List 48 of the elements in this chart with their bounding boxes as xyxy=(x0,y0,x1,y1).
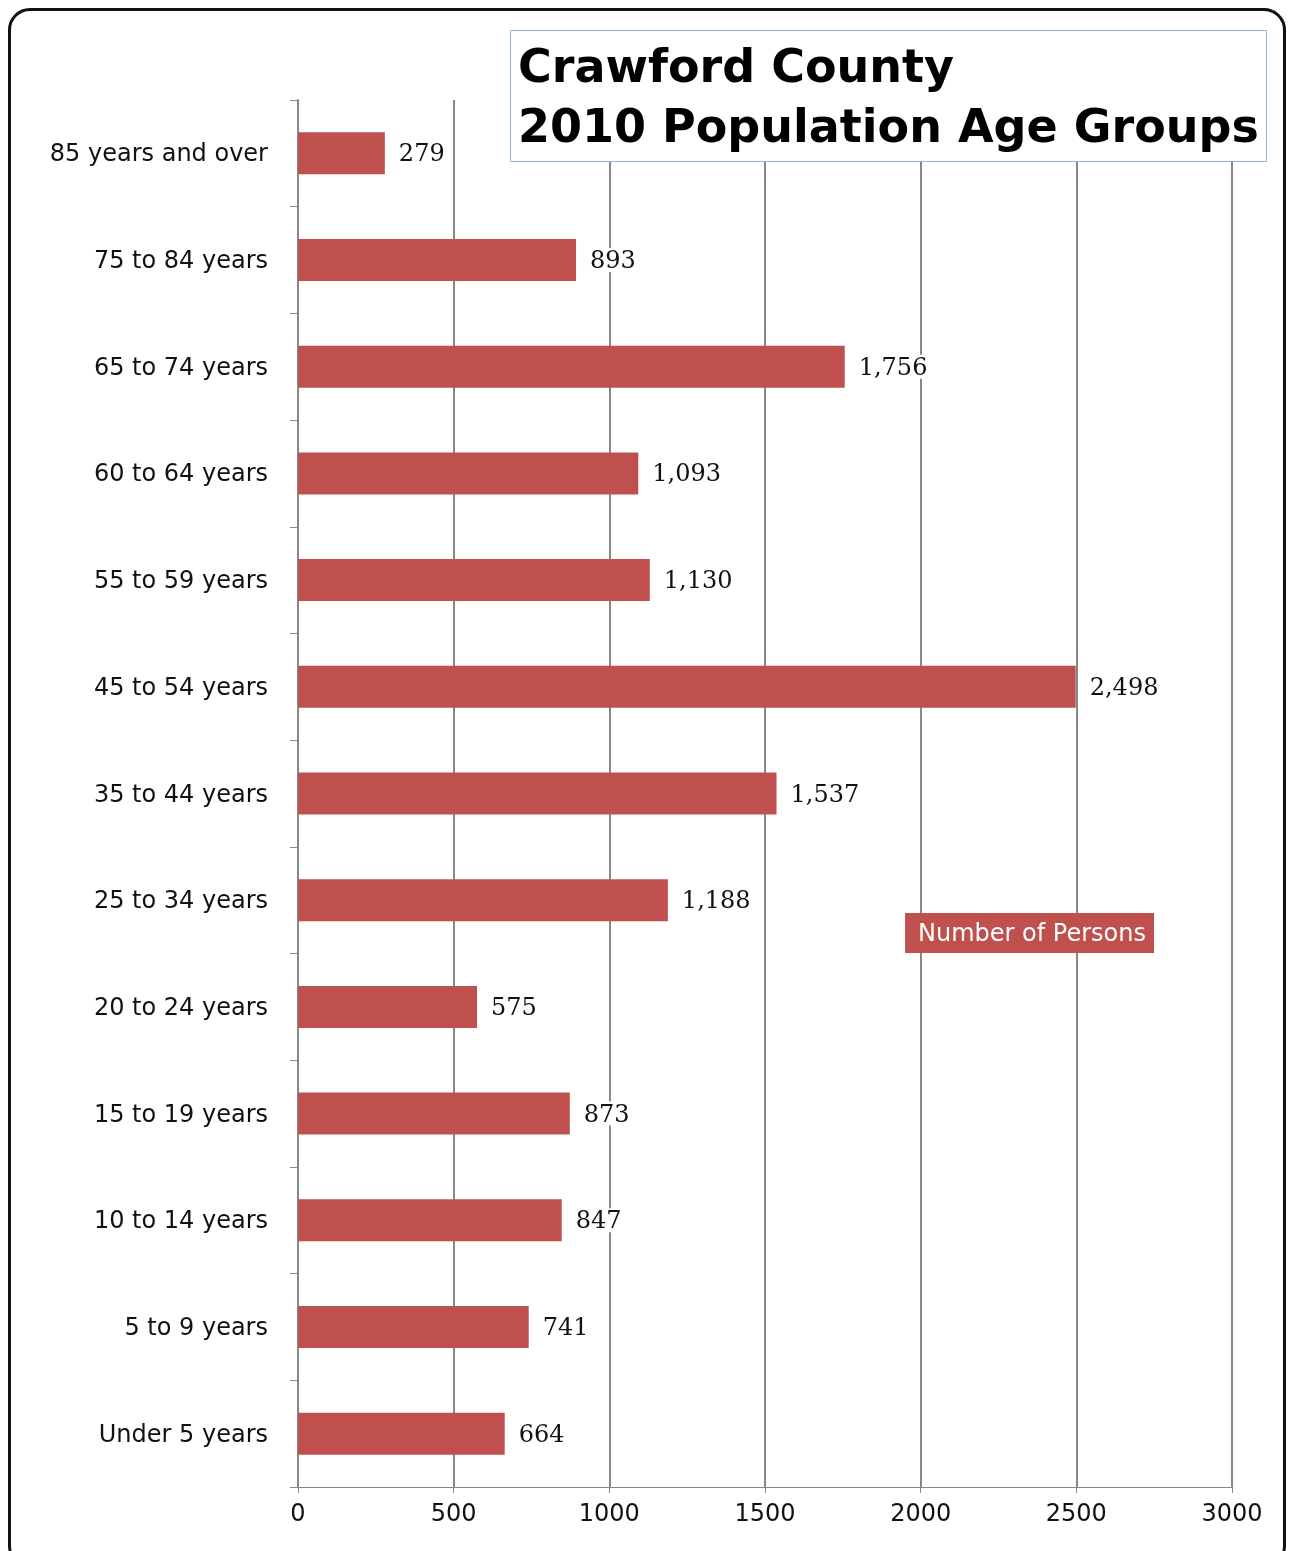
data-label: 893 xyxy=(590,246,636,275)
data-label: 873 xyxy=(583,1099,630,1128)
y-tick-label: 15 to 19 years xyxy=(93,1099,268,1128)
data-label: 2,498 xyxy=(1089,672,1159,701)
bar xyxy=(298,772,777,815)
bar xyxy=(298,559,650,602)
bar xyxy=(298,879,668,922)
chart-title: Crawford County 2010 Population Age Groups xyxy=(518,39,1259,153)
text: Number of Persons xyxy=(918,919,1146,947)
data-label: 575 xyxy=(491,992,537,1021)
y-tick-label: 20 to 24 years xyxy=(93,992,268,1021)
y-tick-label: 55 to 59 years xyxy=(93,566,268,595)
y-tick-label: 75 to 84 years xyxy=(93,246,268,275)
bar xyxy=(298,1305,529,1348)
bar xyxy=(298,1092,570,1135)
data-label: 279 xyxy=(398,139,445,168)
y-tick-label: 85 years and over xyxy=(49,139,269,168)
bar xyxy=(298,1412,505,1455)
x-tick-label: 3000 xyxy=(1201,1499,1263,1527)
data-label: 664 xyxy=(518,1419,565,1448)
data-label: 1,130 xyxy=(663,566,733,595)
y-tick-label: 60 to 64 years xyxy=(93,459,268,488)
x-tick-label: 0 xyxy=(290,1499,306,1527)
x-tick-label: 2000 xyxy=(890,1499,952,1527)
x-tick-label: 2500 xyxy=(1045,1499,1107,1527)
bar xyxy=(298,985,478,1028)
bar xyxy=(298,452,639,495)
bar xyxy=(298,1199,562,1242)
y-tick-label: Under 5 years xyxy=(98,1419,268,1448)
bar xyxy=(298,239,577,282)
x-tick-label: 1500 xyxy=(734,1499,796,1527)
y-tick-label: 35 to 44 years xyxy=(93,779,268,808)
data-label: 741 xyxy=(542,1312,589,1341)
data-label: 847 xyxy=(575,1206,622,1235)
y-tick-label: 65 to 74 years xyxy=(93,352,268,381)
data-label: 1,093 xyxy=(652,459,722,488)
x-tick-label: 500 xyxy=(430,1499,477,1527)
x-tick-label: 1000 xyxy=(578,1499,640,1527)
data-label: 1,188 xyxy=(681,886,751,915)
data-label: 1,537 xyxy=(790,779,860,808)
bar xyxy=(298,132,385,175)
y-tick-label: 10 to 14 years xyxy=(93,1206,268,1235)
bar xyxy=(298,665,1076,708)
bar xyxy=(298,345,845,388)
y-tick-label: 45 to 54 years xyxy=(93,672,268,701)
data-label: 1,756 xyxy=(858,352,928,381)
y-tick-label: 5 to 9 years xyxy=(124,1312,268,1341)
y-tick-label: 25 to 34 years xyxy=(93,886,268,915)
